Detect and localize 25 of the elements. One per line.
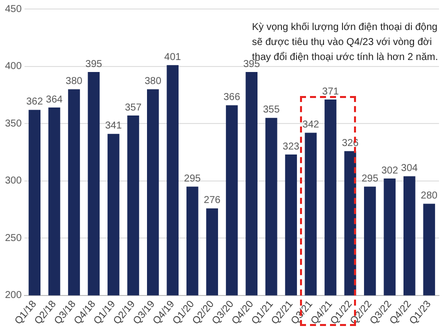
data-label: 371 [322,86,340,98]
y-tick-label: 250 [4,232,22,244]
data-label: 341 [105,120,122,132]
data-label: 295 [184,173,202,184]
data-label: 380 [66,76,83,87]
y-tick-label: 400 [4,61,22,72]
data-label: 295 [362,173,379,184]
data-label: 380 [144,76,162,87]
data-label: 401 [164,52,182,63]
data-label: 323 [282,141,300,152]
data-label: 280 [420,190,438,202]
data-label: 357 [124,102,142,114]
data-label: 366 [224,92,241,103]
y-tick-label: 300 [4,176,22,187]
data-label: 364 [46,94,64,106]
data-label: 276 [204,195,221,206]
y-tick-label: 200 [4,290,22,302]
y-tick-label: 350 [4,118,22,130]
y-tick-label: 450 [4,4,22,15]
data-label: 395 [85,58,103,70]
data-label: 342 [302,119,320,130]
data-label: 302 [381,165,398,176]
data-label: 355 [262,104,280,116]
data-label: 362 [26,96,44,108]
data-label: 304 [401,163,418,174]
